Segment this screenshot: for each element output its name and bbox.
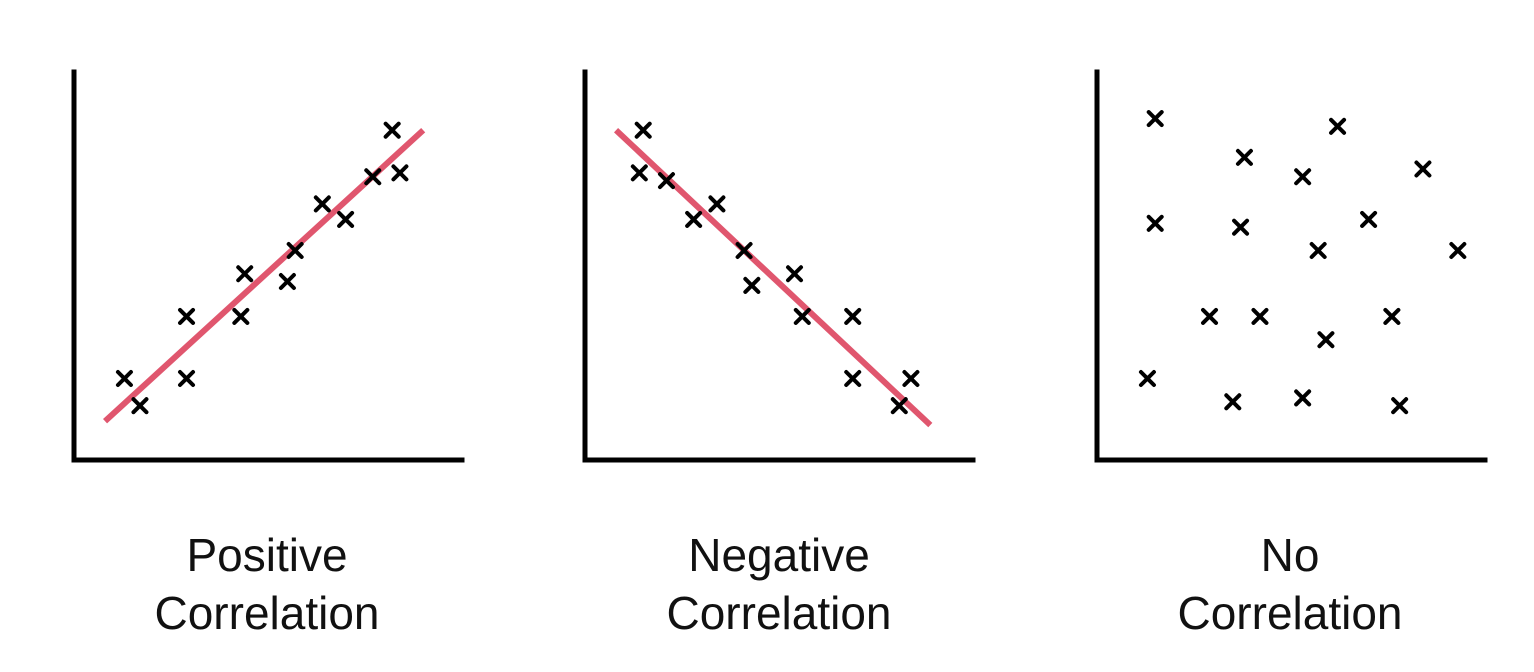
positive-data-point-10 <box>337 210 355 228</box>
positive-data-point-1 <box>115 370 133 388</box>
no-data-point-2 <box>1146 214 1164 232</box>
positive-data-point-7 <box>278 273 296 291</box>
positive-data-point-9 <box>313 195 331 213</box>
negative-data-point-12 <box>890 397 908 415</box>
no-data-point-17 <box>1414 160 1432 178</box>
positive-data-point-11 <box>364 168 382 186</box>
negative-correlation-title: Negative Correlation <box>569 526 989 642</box>
no-data-point-6 <box>1232 218 1250 236</box>
positive-data-point-2 <box>131 397 149 415</box>
no-data-point-4 <box>1201 307 1219 325</box>
negative-correlation-plot <box>582 69 976 463</box>
no-data-point-3 <box>1138 370 1156 388</box>
no-data-point-14 <box>1360 210 1378 228</box>
no-data-point-10 <box>1294 389 1312 407</box>
no-data-point-13 <box>1329 117 1347 135</box>
positive-title-line1: Positive <box>186 529 348 581</box>
negative-data-point-4 <box>685 210 703 228</box>
positive-data-point-5 <box>232 307 250 325</box>
negative-trend-line <box>613 128 933 428</box>
no-data-point-11 <box>1309 241 1327 259</box>
positive-data-point-8 <box>286 241 304 259</box>
no-data-point-16 <box>1391 397 1409 415</box>
positive-data-point-3 <box>178 307 196 325</box>
no-data-point-9 <box>1294 168 1312 186</box>
no-title-line1: No <box>1260 529 1320 581</box>
positive-data-point-6 <box>236 265 254 283</box>
no-title-line2: Correlation <box>1177 587 1403 639</box>
no-data-point-1 <box>1146 110 1164 128</box>
negative-data-point-5 <box>708 195 726 213</box>
no-correlation-title: No Correlation <box>1080 526 1500 642</box>
negative-data-point-11 <box>844 370 862 388</box>
positive-correlation-plot <box>71 69 465 463</box>
no-data-point-7 <box>1235 148 1253 166</box>
positive-title-line2: Correlation <box>154 587 380 639</box>
negative-data-point-1 <box>634 121 652 139</box>
negative-data-point-7 <box>743 276 761 294</box>
no-data-point-15 <box>1383 307 1401 325</box>
no-data-point-8 <box>1251 307 1269 325</box>
negative-data-point-3 <box>657 172 675 190</box>
negative-data-point-9 <box>793 307 811 325</box>
negative-data-point-10 <box>844 307 862 325</box>
positive-data-point-13 <box>391 164 409 182</box>
positive-data-point-4 <box>178 370 196 388</box>
no-data-point-18 <box>1449 241 1467 259</box>
negative-data-point-2 <box>630 164 648 182</box>
negative-title-line1: Negative <box>688 529 870 581</box>
negative-title-line2: Correlation <box>666 587 892 639</box>
positive-data-point-12 <box>383 121 401 139</box>
negative-data-point-13 <box>902 370 920 388</box>
negative-data-point-6 <box>735 241 753 259</box>
negative-data-point-8 <box>786 265 804 283</box>
no-correlation-plot <box>1094 69 1488 463</box>
no-data-point-12 <box>1317 331 1335 349</box>
no-data-point-5 <box>1224 393 1242 411</box>
positive-correlation-title: Positive Correlation <box>57 526 477 642</box>
